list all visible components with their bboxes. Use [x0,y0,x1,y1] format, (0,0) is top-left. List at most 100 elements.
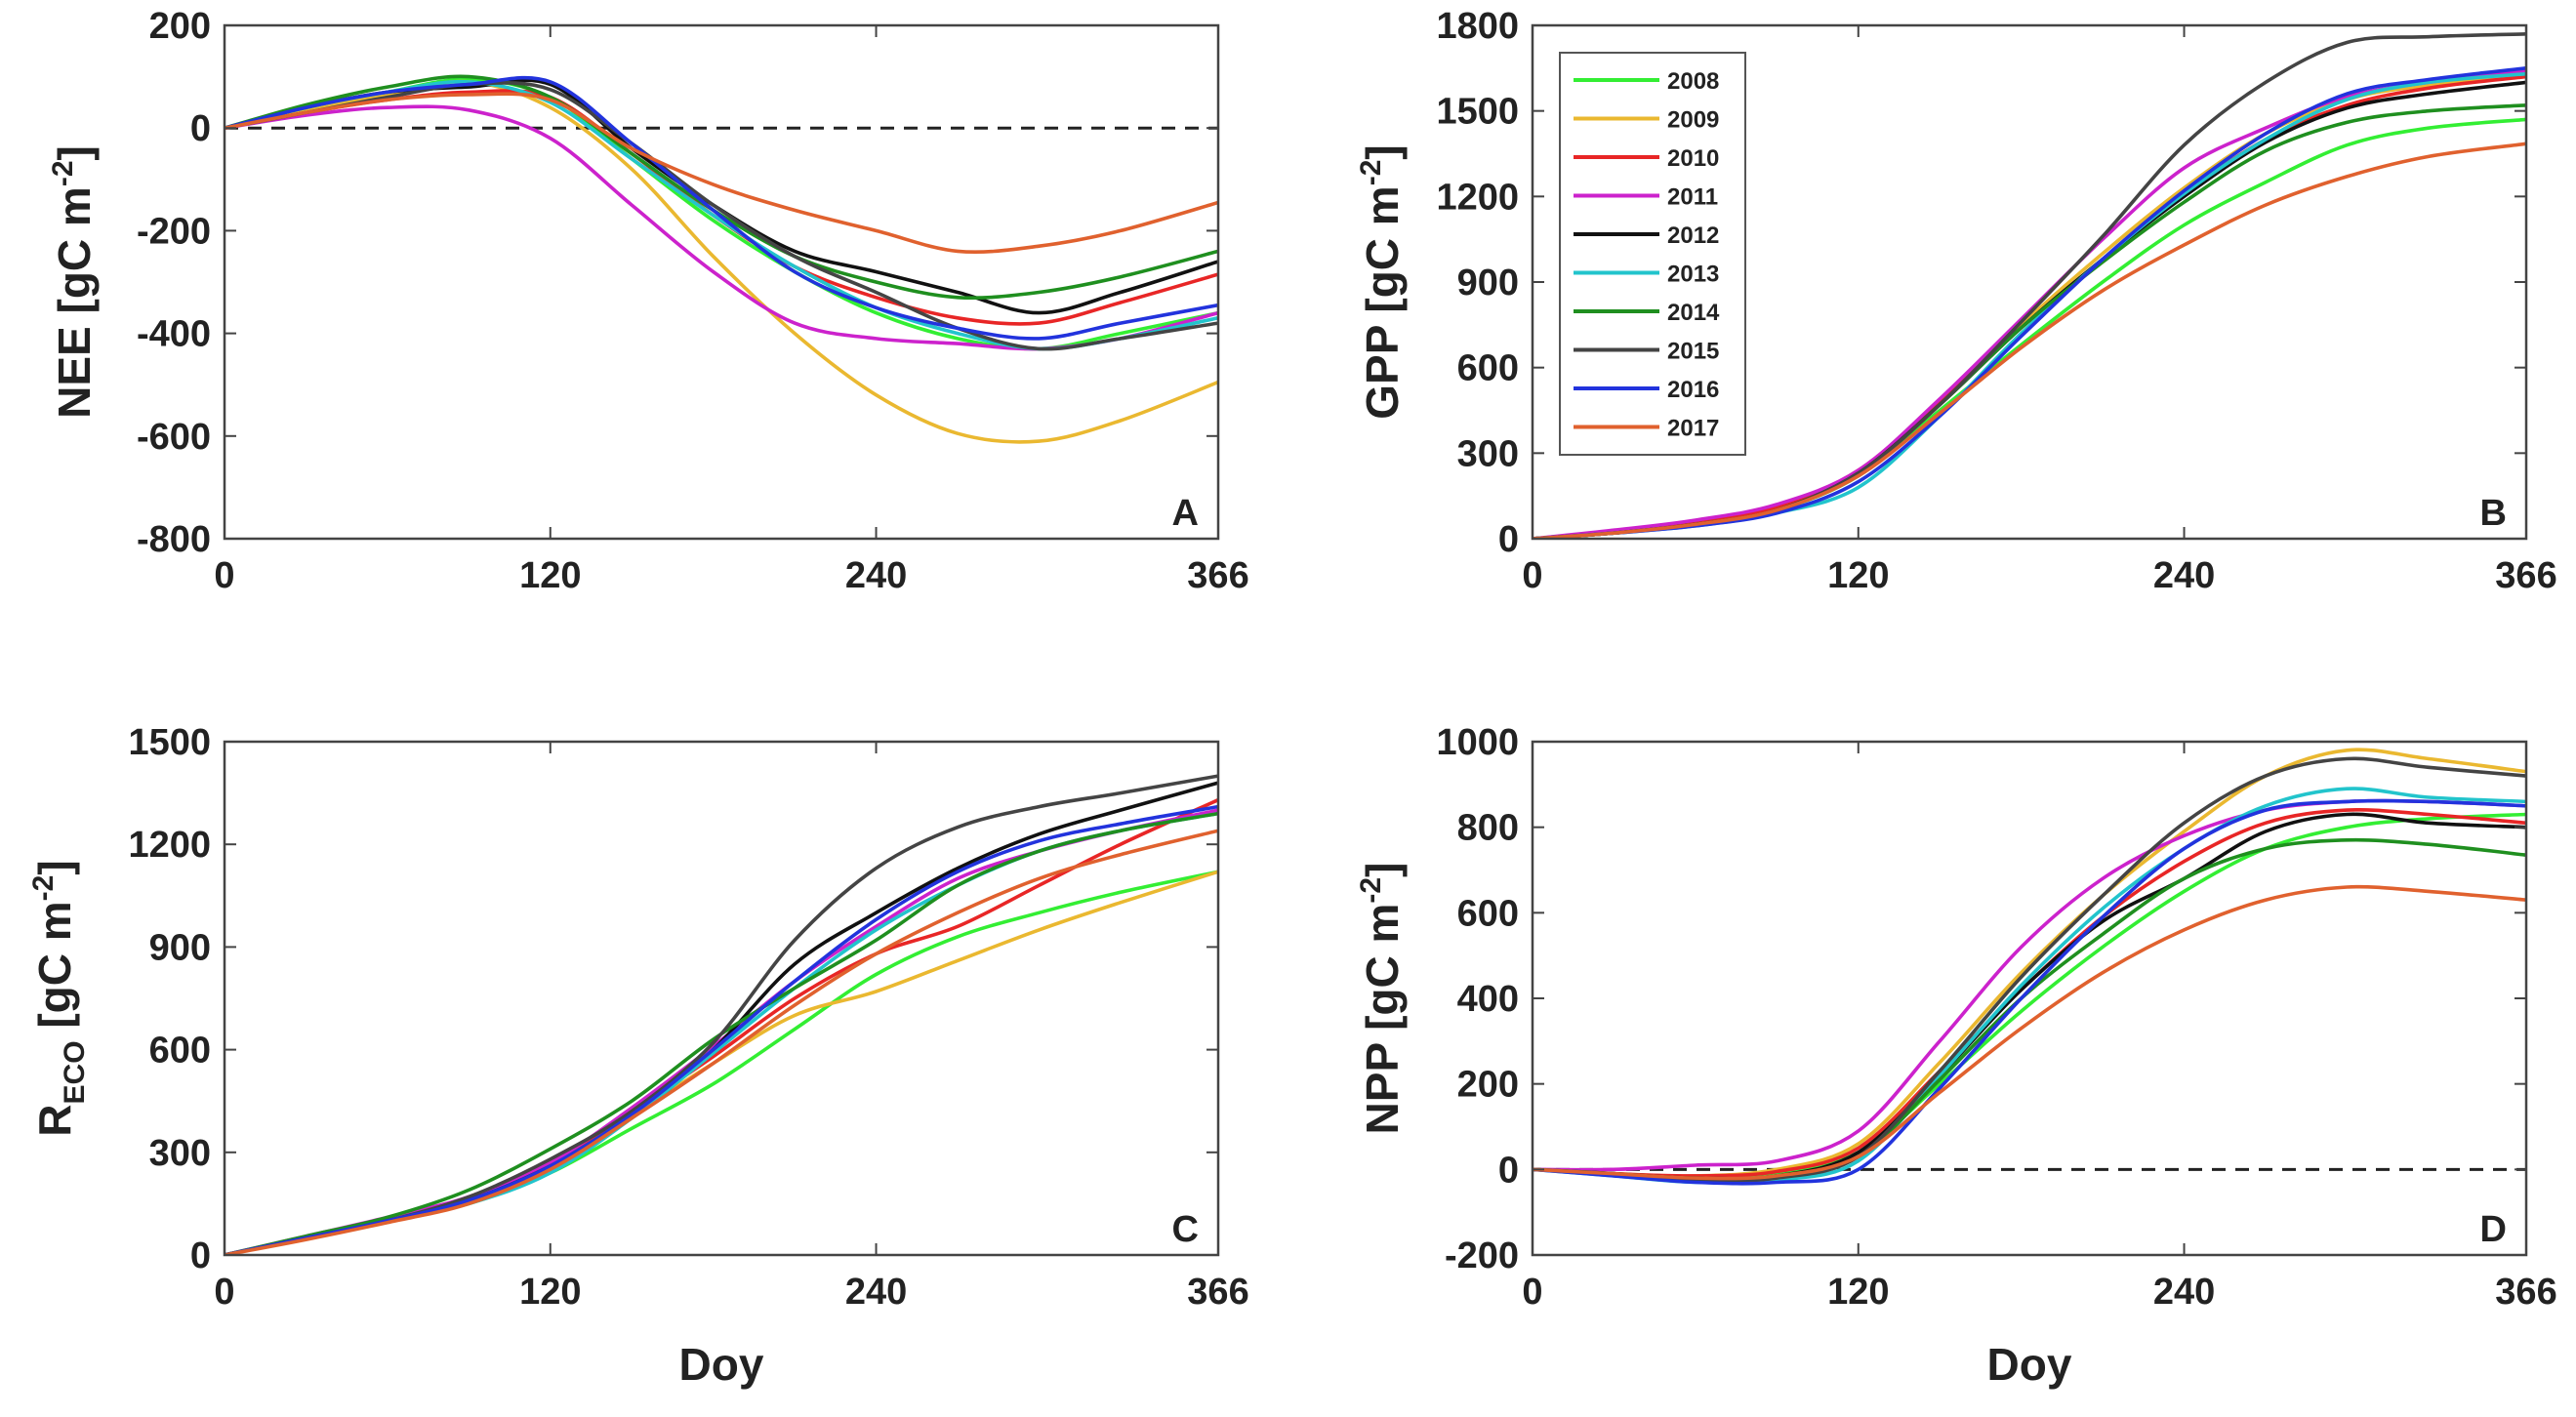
panel-a-letter: A [1172,493,1199,534]
panel-d-series-2016 [1533,798,2526,1186]
panel-d-y-tick-label: 600 [1457,893,1519,934]
legend-label-2009: 2009 [1667,107,1719,134]
panel-d-series-2009 [1533,748,2526,1178]
panel-a-series-2016 [225,75,1218,341]
panel-c-x-tick-label: 0 [214,1272,234,1313]
panel-c-x-axis-label: Doy [679,1339,764,1390]
panel-c-series-2015 [225,774,1218,1255]
panel-d-y-axis-label: NPP [gC m-2] [1355,863,1408,1135]
panel-a-series-2009 [225,79,1218,444]
panel-a: 0 120 240 366 200 0 -200 -400 -600 -800 NEE [gC m… [47,6,1249,596]
panel-d-series-2012 [1533,812,2526,1181]
panel-d-series-2013 [1533,787,2526,1185]
panel-c-y-tick-label: 300 [149,1133,211,1174]
panel-c-ticks: 0 120 240 366 1500 1200 900 600 300 0 [128,722,1248,1313]
legend-label-2010: 2010 [1667,145,1719,172]
panel-b-y-tick-label: 900 [1457,263,1519,304]
panel-b-series-2011 [1533,69,2526,539]
panel-c-series-2008 [225,870,1218,1255]
panel-d-series-2017 [1533,884,2526,1181]
panel-b-y-tick-label: 300 [1457,433,1519,474]
legend-label-2008: 2008 [1667,68,1719,95]
panel-b-x-tick-label: 0 [1522,555,1542,596]
panel-a-frame [223,23,1220,541]
legend-label-2013: 2013 [1667,262,1719,288]
legend-label-2014: 2014 [1667,300,1720,326]
panel-c-x-tick-label: 120 [519,1272,581,1313]
panel-a-y-tick-label: -600 [137,417,211,458]
panel-a-y-tick-label: -400 [137,314,211,355]
legend-label-2017: 2017 [1667,416,1719,442]
panel-b-y-tick-label: 0 [1498,519,1519,560]
panel-a-series-2017 [225,92,1218,255]
panel-a-ticks: 0 120 240 366 200 0 -200 -400 -600 -800 [137,6,1249,596]
panel-d-series-2014 [1533,837,2526,1183]
panel-b-y-tick-label: 1800 [1436,6,1519,47]
panel-b-y-tick-label: 1500 [1436,92,1519,133]
panel-d-y-tick-label: 1000 [1436,722,1519,763]
panel-a-y-tick-label: -800 [137,519,211,560]
panel-a-y-tick-label: -200 [137,211,211,252]
panel-c-series-2009 [225,870,1218,1255]
panel-c-x-tick-label: 366 [1187,1272,1248,1313]
panel-c-letter: C [1172,1209,1199,1250]
panel-c-series-2012 [225,781,1218,1255]
panel-b-x-tick-label: 240 [2153,555,2215,596]
panel-a-y-tick-label: 0 [190,108,211,149]
panel-b-letter: B [2480,493,2507,534]
panel-a-series-2015 [225,81,1218,351]
panel-d-letter: D [2480,1209,2507,1250]
panel-a-x-tick-label: 240 [845,555,907,596]
panel-d-series-2011 [1533,798,2526,1172]
legend: 2008 2009 2010 2011 2012 2013 2014 2015 2016 2017 [1559,52,1746,456]
panel-c-y-tick-label: 0 [190,1235,211,1276]
panel-a-lines [225,74,1218,444]
panel-c-y-axis-label: RECO [gC m-2] [27,860,91,1136]
panel-d-x-tick-label: 0 [1522,1272,1542,1313]
panel-b-y-axis-label: GPP [gC m-2] [1355,144,1408,419]
legend-label-2011: 2011 [1667,184,1718,211]
panel-a-x-tick-label: 120 [519,555,581,596]
panel-d-series-2008 [1533,812,2526,1180]
panel-d-y-tick-label: 200 [1457,1065,1519,1106]
panel-c-y-tick-label: 1200 [128,825,211,866]
panel-b-y-tick-label: 600 [1457,348,1519,389]
panel-c-lines [225,774,1218,1255]
panel-c-y-tick-label: 1500 [128,722,211,763]
panel-a-y-axis-label: NEE [gC m-2] [47,145,100,419]
panel-c-series-2017 [225,829,1218,1255]
panel-c-series-2016 [225,804,1218,1255]
panel-b: 0 120 240 366 1800 1500 1200 900 600 300 0 GPP [gC… [1355,6,2557,596]
panel-b-x-tick-label: 366 [2495,555,2556,596]
panel-d-y-tick-label: 400 [1457,979,1519,1020]
panel-b-series-2017 [1533,142,2526,539]
panel-c-y-tick-label: 900 [149,927,211,968]
panel-d-lines [1533,748,2526,1186]
panel-d-series-2015 [1533,756,2526,1183]
panel-b-lines [1533,32,2526,539]
panel-b-ticks: 0 120 240 366 1800 1500 1200 900 600 300 0 [1436,6,2556,596]
legend-label-2015: 2015 [1667,339,1719,365]
legend-rows: 2008 2009 2010 2011 2012 2013 2014 2015 2016 2017 [1574,68,1720,442]
panel-c-y-tick-label: 600 [149,1031,211,1072]
panel-d-y-tick-label: 0 [1498,1150,1519,1191]
panel-d-y-tick-label: -200 [1445,1235,1519,1276]
panel-a-y-tick-label: 200 [149,6,211,47]
panel-d-x-tick-label: 120 [1827,1272,1889,1313]
panel-d-x-axis-label: Doy [1987,1339,2072,1390]
legend-label-2012: 2012 [1667,223,1719,249]
panel-a-x-tick-label: 0 [214,555,234,596]
legend-label-2016: 2016 [1667,377,1719,403]
panel-c-x-tick-label: 240 [845,1272,907,1313]
panel-a-x-tick-label: 366 [1187,555,1248,596]
panel-c-frame [223,740,1220,1257]
panel-b-y-tick-label: 1200 [1436,177,1519,218]
panel-b-x-tick-label: 120 [1827,555,1889,596]
panel-d-y-tick-label: 800 [1457,808,1519,849]
panel-d-x-tick-label: 240 [2153,1272,2215,1313]
panel-d-x-tick-label: 366 [2495,1272,2556,1313]
panel-c-series-2014 [225,811,1218,1255]
